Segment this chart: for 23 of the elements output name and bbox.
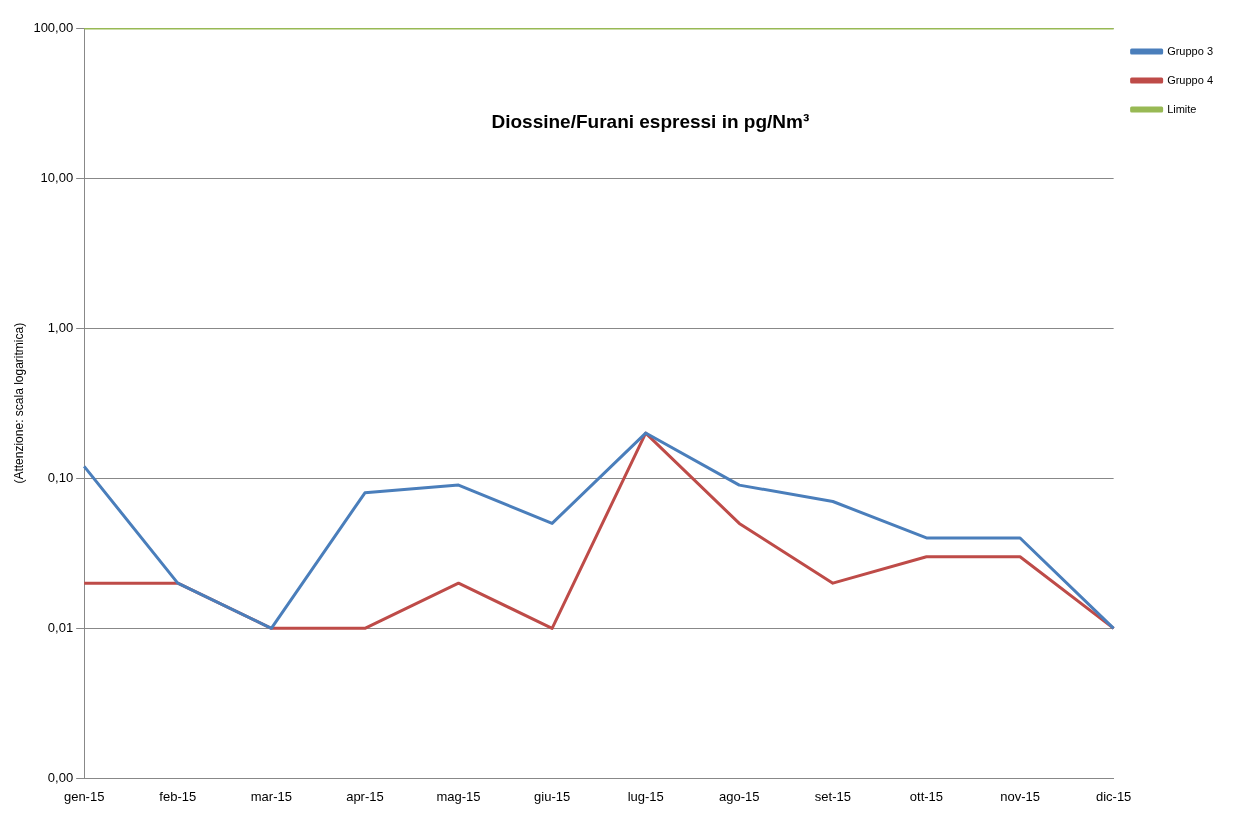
y-tick-label: 0,00: [47, 769, 74, 785]
x-tick-label: lug-15: [627, 788, 664, 804]
x-tick-label: giu-15: [534, 788, 571, 804]
x-tick-label: ott-15: [909, 788, 944, 804]
x-tick-label: dic-15: [1095, 788, 1132, 804]
x-tick-label: mag-15: [436, 788, 481, 804]
x-tick-label: ago-15: [719, 788, 760, 804]
y-tick-label: 10,00: [40, 169, 74, 185]
legend-label: Gruppo 3: [1167, 44, 1214, 57]
y-tick-label: 1,00: [47, 319, 74, 335]
x-tick-label: gen-15: [63, 788, 105, 804]
text: Diossine/Furani espressi in pg/Nm³: [491, 111, 810, 132]
y-tick-label: 0,01: [47, 619, 74, 635]
x-tick-label: feb-15: [159, 788, 197, 804]
x-tick-label: set-15: [814, 788, 851, 804]
x-tick-label: nov-15: [1000, 788, 1040, 804]
y-axis-title: (Attenzione: scala logaritmica): [11, 322, 26, 484]
y-tick-label: 100,00: [33, 19, 74, 35]
y-tick-label: 0,10: [47, 469, 74, 485]
legend-label: Gruppo 4: [1167, 73, 1214, 86]
x-tick-label: apr-15: [346, 788, 384, 804]
legend-label: Limite: [1167, 102, 1197, 115]
x-tick-label: mar-15: [250, 788, 292, 804]
